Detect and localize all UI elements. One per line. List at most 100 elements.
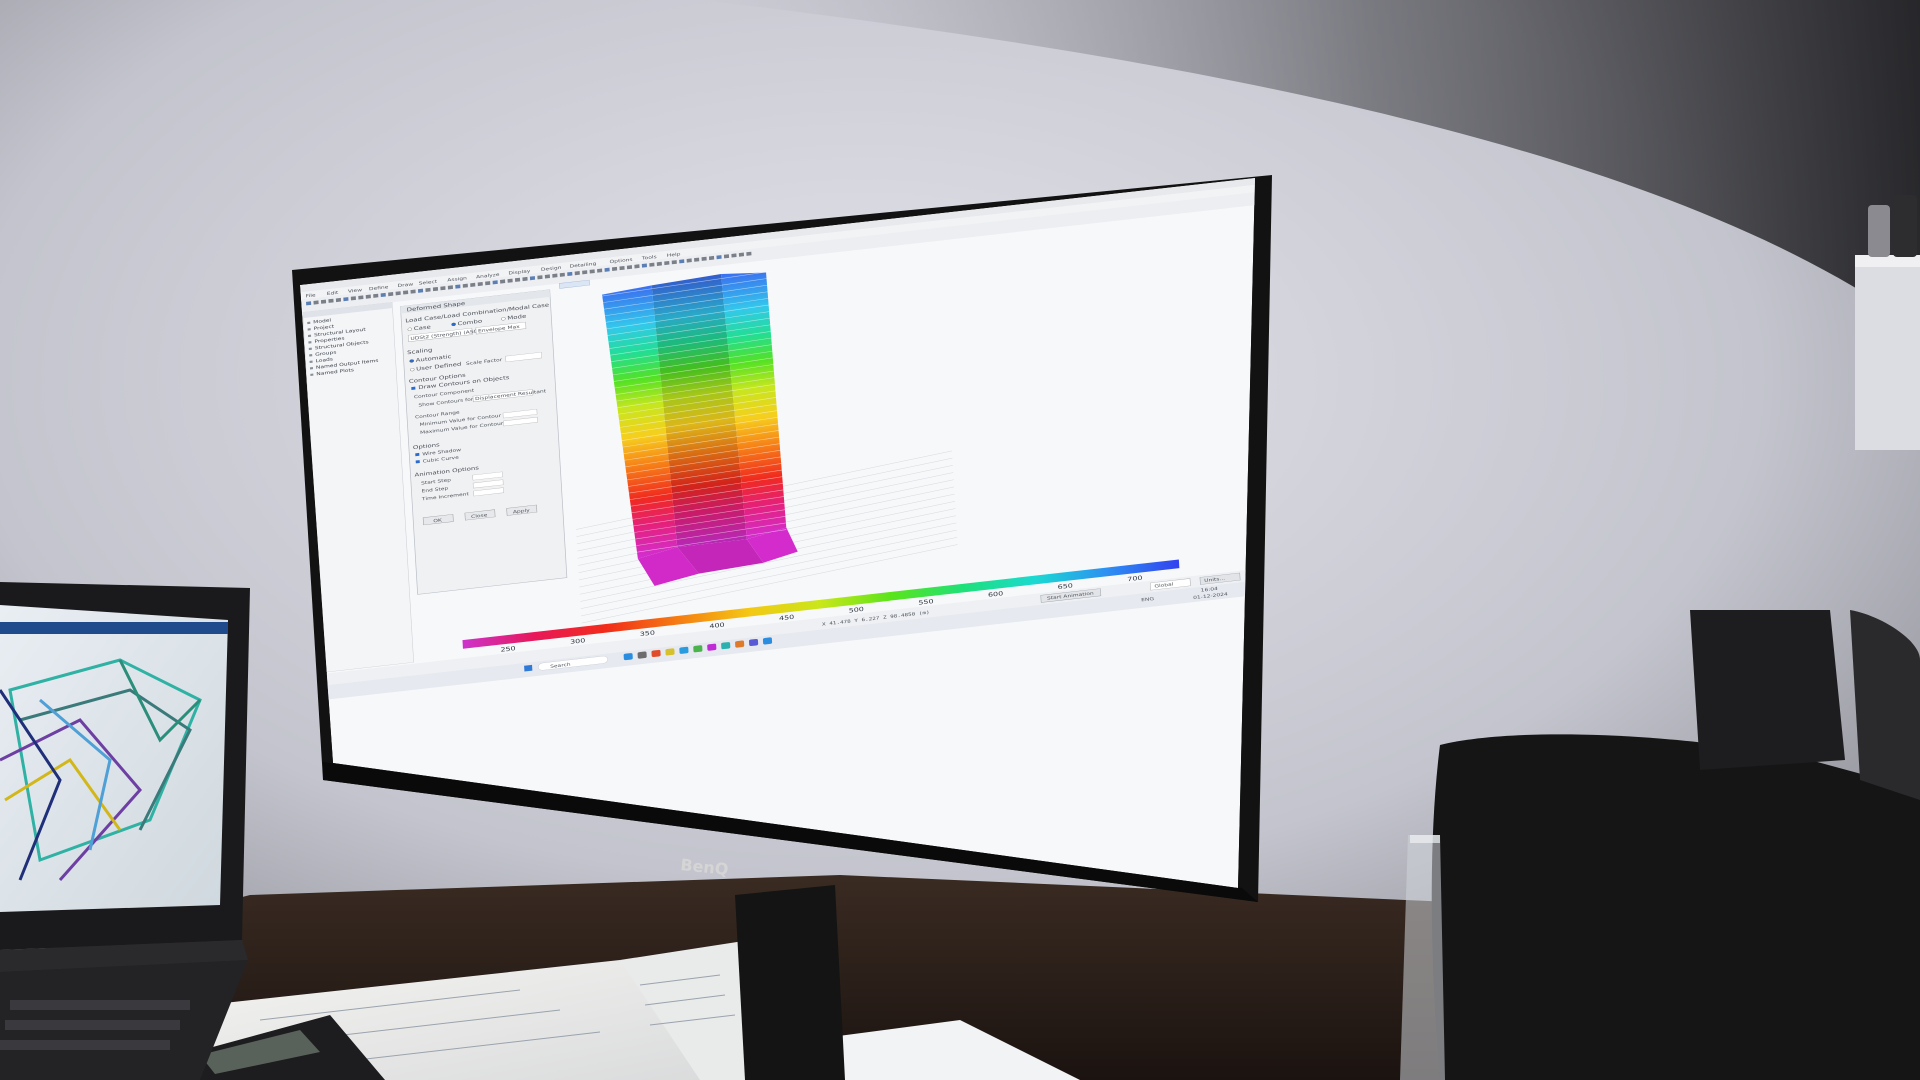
- tree-item[interactable]: Groups: [315, 350, 337, 357]
- apply-button[interactable]: [506, 504, 538, 516]
- start-icon[interactable]: [524, 664, 533, 672]
- ok-button[interactable]: [422, 514, 454, 526]
- tree-expander[interactable]: [307, 321, 311, 325]
- radio-user-defined[interactable]: [409, 367, 415, 372]
- toolbar-icon[interactable]: [447, 285, 453, 290]
- toolbar-icon[interactable]: [671, 260, 677, 265]
- toolbar-icon[interactable]: [664, 260, 670, 266]
- toolbar-icon[interactable]: [597, 268, 603, 273]
- taskbar-app-icons[interactable]: [623, 637, 773, 661]
- toolbar-icon[interactable]: [679, 259, 685, 264]
- toolbar-icon[interactable]: [731, 253, 737, 258]
- toolbar-icon[interactable]: [380, 292, 386, 298]
- toolbar-icon[interactable]: [388, 292, 394, 297]
- toolbar-icon[interactable]: [537, 275, 543, 280]
- tree-item[interactable]: Named Plots: [316, 368, 354, 377]
- toolbar-icon[interactable]: [470, 282, 476, 287]
- taskbar-search-box[interactable]: [537, 656, 609, 671]
- taskbar-app-icon[interactable]: [623, 653, 633, 661]
- toolbar-icon[interactable]: [373, 293, 379, 298]
- tree-expander[interactable]: [309, 354, 313, 357]
- toolbar-icon[interactable]: [582, 270, 588, 275]
- menu-item-file[interactable]: File: [306, 293, 316, 299]
- tree-item[interactable]: Structural Layout: [314, 327, 366, 338]
- toolbar-icon[interactable]: [641, 263, 648, 268]
- menu-item-display[interactable]: Display: [508, 269, 530, 276]
- tree-expander[interactable]: [310, 373, 314, 376]
- toolbar-icon[interactable]: [306, 301, 312, 306]
- toolbar-icon[interactable]: [701, 256, 707, 261]
- toolbar-icon[interactable]: [694, 257, 700, 262]
- end-step-input[interactable]: [472, 479, 504, 489]
- radio-automatic[interactable]: [409, 359, 414, 363]
- close-button[interactable]: [464, 509, 496, 521]
- taskbar-app-icon[interactable]: [721, 642, 731, 650]
- toolbar-icon[interactable]: [462, 283, 468, 288]
- show-contours-select[interactable]: [472, 389, 534, 403]
- toolbar-icon[interactable]: [716, 255, 722, 260]
- menu-item-assign[interactable]: Assign: [447, 276, 467, 283]
- toolbar-icon[interactable]: [723, 254, 730, 259]
- start-animation-button[interactable]: [1040, 588, 1102, 603]
- toolbar-icon[interactable]: [485, 281, 491, 286]
- menu-item-tools[interactable]: Tools: [641, 255, 657, 262]
- cubic-curve-checkbox[interactable]: [415, 460, 420, 464]
- tree-expander[interactable]: [307, 328, 311, 331]
- tree-item[interactable]: Loads: [315, 357, 333, 364]
- toolbar-icon[interactable]: [686, 258, 692, 263]
- wire-shadow-checkbox[interactable]: [415, 452, 420, 457]
- toolbar-icon[interactable]: [395, 291, 401, 296]
- toolbar-icon[interactable]: [656, 261, 662, 266]
- toolbar-icon[interactable]: [559, 272, 565, 277]
- taskbar-app-icon[interactable]: [735, 640, 745, 648]
- toolbar-icon[interactable]: [604, 267, 610, 272]
- toolbar-icon[interactable]: [500, 279, 506, 284]
- taskbar-app-icon[interactable]: [707, 643, 717, 651]
- draw-contours-checkbox[interactable]: [411, 386, 416, 390]
- taskbar-app-icon[interactable]: [651, 649, 661, 658]
- toolbar-icon[interactable]: [738, 252, 745, 257]
- tree-item[interactable]: Model: [313, 318, 331, 325]
- menu-item-options[interactable]: Options: [609, 257, 633, 265]
- tree-expander[interactable]: [307, 334, 312, 338]
- envelope-select[interactable]: [475, 321, 527, 335]
- toolbar-icon[interactable]: [619, 265, 625, 271]
- toolbar-icon[interactable]: [746, 251, 752, 256]
- menu-item-edit[interactable]: Edit: [327, 291, 339, 297]
- menu-item-draw[interactable]: Draw: [397, 282, 414, 289]
- taskbar-app-icon[interactable]: [679, 646, 689, 654]
- toolbar-icon[interactable]: [358, 295, 364, 300]
- toolbar-icon[interactable]: [492, 280, 498, 285]
- toolbar-icon[interactable]: [320, 299, 327, 304]
- taskbar-app-icon[interactable]: [693, 645, 703, 653]
- toolbar-icon[interactable]: [574, 271, 580, 276]
- toolbar-icons[interactable]: [306, 251, 752, 306]
- units-button[interactable]: [1199, 572, 1241, 585]
- start-step-input[interactable]: [472, 471, 504, 481]
- tree-item[interactable]: Structural Objects: [315, 340, 369, 351]
- toolbar-icon[interactable]: [477, 281, 483, 287]
- 3d-view-tab[interactable]: [559, 279, 590, 289]
- toolbar-icon[interactable]: [544, 274, 551, 279]
- toolbar-icon[interactable]: [335, 297, 342, 303]
- menu-items[interactable]: File Edit View Define Draw Select Assign Analyz…: [306, 252, 682, 299]
- toolbar-icon[interactable]: [634, 264, 640, 269]
- toolbar-icon[interactable]: [514, 277, 521, 282]
- toolbar-icon[interactable]: [343, 297, 349, 302]
- combo-select[interactable]: [407, 327, 473, 342]
- toolbar-icon[interactable]: [365, 294, 371, 299]
- toolbar-icon[interactable]: [708, 255, 715, 261]
- toolbar-icon[interactable]: [552, 273, 558, 278]
- toolbar-icon[interactable]: [626, 265, 633, 270]
- toolbar-icon[interactable]: [507, 278, 513, 283]
- toolbar-icon[interactable]: [522, 276, 528, 282]
- coord-system-select[interactable]: [1149, 578, 1191, 591]
- toolbar-icon[interactable]: [567, 271, 573, 277]
- toolbar-icon[interactable]: [432, 286, 439, 292]
- tree-expander[interactable]: [309, 367, 314, 370]
- radio-combo[interactable]: [451, 322, 456, 326]
- tree-item[interactable]: Project: [314, 324, 335, 331]
- tree-expander[interactable]: [308, 341, 312, 344]
- scale-factor-input[interactable]: [505, 351, 543, 363]
- toolbar-icon[interactable]: [328, 298, 334, 303]
